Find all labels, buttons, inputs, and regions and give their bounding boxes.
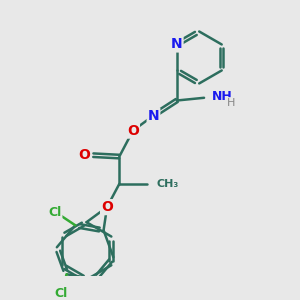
- Text: H: H: [226, 98, 235, 108]
- Text: CH₃: CH₃: [156, 179, 178, 189]
- Text: O: O: [79, 148, 91, 162]
- Text: N: N: [148, 109, 159, 123]
- Text: O: O: [101, 200, 113, 214]
- Text: Cl: Cl: [48, 206, 62, 220]
- Text: NH: NH: [212, 90, 233, 103]
- Text: Cl: Cl: [55, 287, 68, 300]
- Text: O: O: [127, 124, 139, 138]
- Text: N: N: [171, 38, 182, 52]
